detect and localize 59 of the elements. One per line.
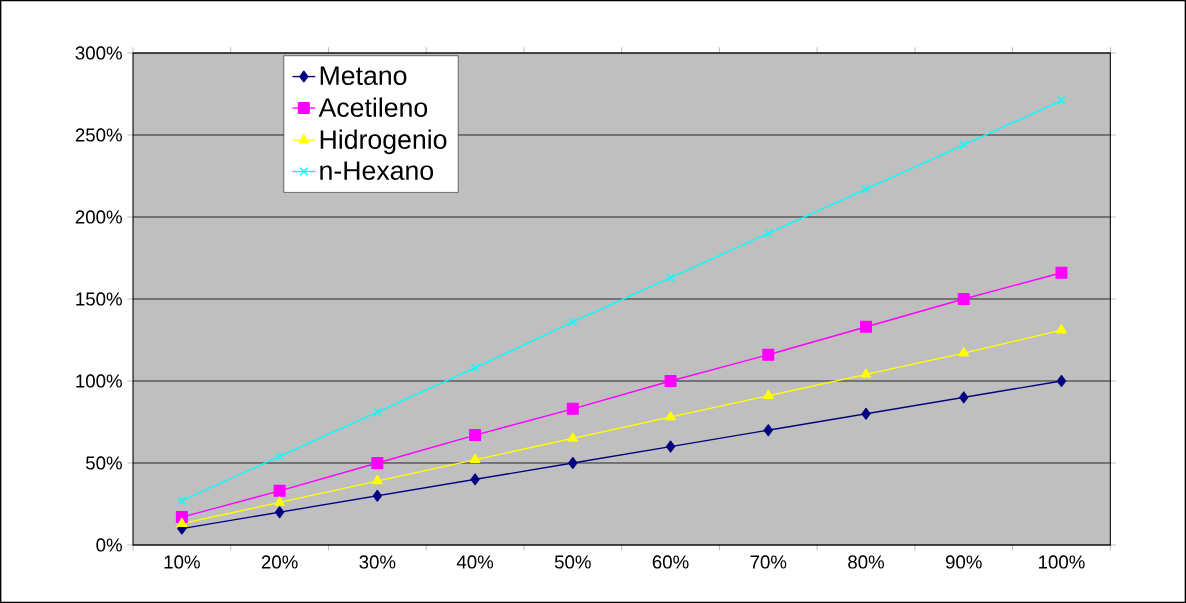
point <box>372 489 383 502</box>
point <box>177 496 187 506</box>
point <box>371 456 384 469</box>
point <box>274 506 285 519</box>
point <box>1057 96 1066 105</box>
point <box>566 402 579 415</box>
point <box>763 228 773 238</box>
y-tick-label: 150% <box>76 292 122 306</box>
point <box>860 368 872 378</box>
point <box>176 517 188 527</box>
y-tick-label: 0% <box>96 538 122 552</box>
point <box>860 320 872 333</box>
point <box>568 456 578 469</box>
point <box>762 348 775 361</box>
point <box>666 273 675 283</box>
point <box>861 407 871 420</box>
point <box>664 374 677 387</box>
point <box>665 411 676 421</box>
legend-label: n-Hexano <box>320 161 434 180</box>
y-tick-label: 300% <box>75 46 122 60</box>
point <box>567 432 579 442</box>
point <box>273 484 286 497</box>
x-tick-label: 70% <box>750 555 787 569</box>
x-tick-label: 20% <box>261 555 298 569</box>
point <box>1056 324 1067 334</box>
x-tick-label: 50% <box>554 555 591 569</box>
point <box>959 391 969 404</box>
point <box>275 451 285 461</box>
point <box>469 453 481 464</box>
x-tick-label: 10% <box>164 555 200 569</box>
x-tick-label: 60% <box>652 555 689 569</box>
y-tick-label: 200% <box>75 210 122 224</box>
y-tick-label: 50% <box>86 456 122 470</box>
point <box>665 440 676 453</box>
legend-label: Acetileno <box>318 97 428 117</box>
point <box>959 140 969 150</box>
point <box>469 429 482 442</box>
y-tick-label: 250% <box>75 128 122 142</box>
point <box>1056 374 1067 387</box>
point <box>957 292 970 305</box>
x-tick-label: 100% <box>1039 555 1085 569</box>
point <box>763 424 773 437</box>
point <box>372 407 382 417</box>
point <box>762 389 774 400</box>
point <box>470 473 480 486</box>
x-tick-label: 80% <box>848 555 885 569</box>
point <box>958 347 970 357</box>
point <box>568 317 578 327</box>
x-tick-label: 40% <box>456 555 494 569</box>
point <box>274 496 285 506</box>
legend-label: Hidrogenio <box>320 129 447 155</box>
point <box>1055 266 1068 279</box>
x-tick-label: 90% <box>945 555 982 569</box>
point <box>372 475 383 485</box>
point <box>861 184 871 194</box>
x-tick-label: 30% <box>359 555 396 569</box>
legend-label: Metano <box>320 66 407 85</box>
y-tick-label: 100% <box>76 374 122 388</box>
point <box>470 363 480 373</box>
